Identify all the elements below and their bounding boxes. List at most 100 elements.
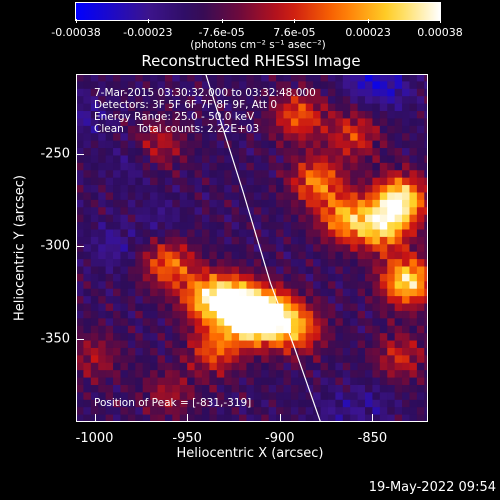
heatmap-cell — [209, 177, 218, 186]
heatmap-cell — [98, 133, 107, 142]
heatmap-cell — [283, 392, 292, 401]
heatmap-cell — [194, 392, 203, 401]
heatmap-cell — [172, 251, 181, 260]
heatmap-cell — [313, 370, 322, 379]
heatmap-cell — [209, 303, 218, 312]
heatmap-cell — [113, 392, 122, 401]
heatmap-cell — [201, 281, 210, 290]
heatmap-cell — [239, 347, 248, 356]
heatmap-cell — [290, 244, 299, 253]
heatmap-cell — [76, 325, 85, 334]
heatmap-cell — [120, 288, 129, 297]
heatmap-cell — [261, 229, 270, 238]
heatmap-cell — [320, 148, 329, 157]
heatmap-cell — [387, 384, 396, 393]
heatmap-cell — [409, 236, 418, 245]
heatmap-cell — [335, 392, 344, 401]
heatmap-cell — [402, 340, 411, 349]
heatmap-cell — [268, 303, 277, 312]
heatmap-cell — [409, 74, 418, 82]
heatmap-cell — [231, 288, 240, 297]
heatmap-cell — [268, 266, 277, 275]
heatmap-cell — [142, 310, 151, 319]
heatmap-cell — [113, 148, 122, 157]
heatmap-cell — [283, 118, 292, 127]
heatmap-cell — [113, 229, 122, 238]
heatmap-cell — [394, 199, 403, 208]
heatmap-cell — [320, 259, 329, 268]
heatmap-cell — [372, 362, 381, 371]
heatmap-cell — [283, 407, 292, 416]
heatmap-cell — [387, 118, 396, 127]
heatmap-cell — [394, 236, 403, 245]
heatmap-cell — [83, 325, 92, 334]
heatmap-cell — [290, 74, 299, 82]
heatmap-cell — [298, 133, 307, 142]
heatmap-cell — [313, 199, 322, 208]
heatmap-cell — [320, 125, 329, 134]
heatmap-cell — [320, 362, 329, 371]
heatmap-cell — [194, 88, 203, 97]
heatmap-cell — [246, 199, 255, 208]
heatmap-cell — [120, 384, 129, 393]
heatmap-cell — [201, 170, 210, 179]
heatmap-cell — [164, 333, 173, 342]
heatmap-cell — [387, 177, 396, 186]
heatmap-cell — [253, 310, 262, 319]
heatmap-cell — [164, 244, 173, 253]
heatmap-cell — [268, 170, 277, 179]
heatmap-cell — [157, 125, 166, 134]
heatmap-cell — [424, 370, 428, 379]
heatmap-cell — [379, 236, 388, 245]
heatmap-cell — [135, 103, 144, 112]
heatmap-cell — [76, 244, 85, 253]
heatmap-cell — [261, 303, 270, 312]
heatmap-cell — [342, 340, 351, 349]
colorbar-tick — [147, 19, 149, 23]
heatmap-cell — [239, 273, 248, 282]
heatmap-cell — [320, 207, 329, 216]
heatmap-cell — [76, 407, 85, 416]
heatmap-cell — [372, 347, 381, 356]
heatmap-cell — [120, 355, 129, 364]
heatmap-cell — [327, 236, 336, 245]
heatmap-cell — [135, 133, 144, 142]
heatmap-cell — [98, 259, 107, 268]
heatmap-cell — [402, 281, 411, 290]
heatmap-cell — [350, 192, 359, 201]
heatmap-cell — [179, 333, 188, 342]
heatmap-cell — [105, 81, 114, 90]
heatmap-cell — [350, 288, 359, 297]
heatmap-cell — [261, 318, 270, 327]
heatmap-cell — [135, 407, 144, 416]
heatmap-cell — [276, 340, 285, 349]
heatmap-cell — [365, 103, 374, 112]
heatmap-cell — [305, 207, 314, 216]
heatmap-cell — [290, 273, 299, 282]
heatmap-cell — [365, 74, 374, 82]
heatmap-cell — [313, 88, 322, 97]
heatmap-cell — [83, 414, 92, 422]
heatmap-cell — [372, 140, 381, 149]
heatmap-cell — [402, 214, 411, 223]
heatmap-cell — [246, 347, 255, 356]
heatmap-cell — [127, 207, 136, 216]
heatmap-cell — [216, 148, 225, 157]
heatmap-cell — [231, 185, 240, 194]
heatmap-cell — [305, 318, 314, 327]
heatmap-cell — [350, 251, 359, 260]
colorbar-tick — [221, 19, 223, 23]
heatmap-cell — [283, 281, 292, 290]
heatmap-cell — [290, 399, 299, 408]
heatmap-cell — [416, 296, 425, 305]
heatmap-cell — [127, 266, 136, 275]
heatmap-cell — [76, 111, 85, 120]
heatmap-cell — [201, 222, 210, 231]
heatmap-cell — [246, 207, 255, 216]
heatmap-cell — [90, 288, 99, 297]
heatmap-cell — [150, 384, 159, 393]
heatmap-cell — [268, 244, 277, 253]
heatmap-cell — [402, 88, 411, 97]
heatmap-cell — [201, 185, 210, 194]
heatmap-cell — [127, 236, 136, 245]
